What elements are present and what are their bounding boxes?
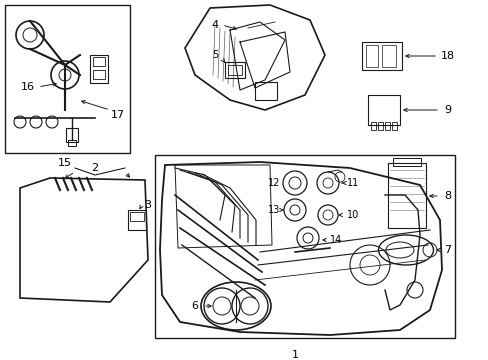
Text: 3: 3 — [144, 200, 151, 210]
Bar — [90, 55, 108, 83]
Text: 1: 1 — [291, 350, 298, 360]
Bar — [367, 95, 399, 125]
Text: 10: 10 — [346, 210, 359, 220]
Text: 18: 18 — [440, 51, 454, 61]
Bar — [391, 122, 396, 130]
Text: 12: 12 — [267, 178, 280, 188]
Bar — [381, 45, 395, 67]
Bar — [224, 62, 244, 78]
Bar — [155, 155, 454, 338]
Text: 6: 6 — [191, 301, 198, 311]
Text: 14: 14 — [329, 235, 342, 245]
Bar — [392, 158, 420, 166]
Text: 7: 7 — [444, 245, 450, 255]
Bar — [361, 42, 401, 70]
Bar — [128, 210, 146, 230]
Bar — [227, 65, 242, 75]
Bar — [93, 70, 105, 79]
Text: 11: 11 — [346, 178, 359, 188]
Bar — [66, 128, 78, 142]
Bar — [365, 45, 377, 67]
Text: 16: 16 — [21, 82, 35, 92]
Bar — [68, 140, 76, 146]
Bar — [384, 122, 389, 130]
Text: 13: 13 — [267, 205, 280, 215]
Bar — [370, 122, 375, 130]
Bar — [5, 5, 130, 153]
Text: 9: 9 — [444, 105, 450, 115]
Text: 8: 8 — [444, 191, 450, 201]
Bar — [377, 122, 382, 130]
Bar — [387, 163, 425, 228]
Text: 5: 5 — [211, 50, 218, 60]
Text: 15: 15 — [58, 158, 72, 168]
Text: 17: 17 — [111, 110, 125, 120]
Bar — [93, 57, 105, 66]
Bar — [254, 82, 276, 100]
Text: 4: 4 — [211, 20, 218, 30]
Text: 2: 2 — [91, 163, 99, 173]
Bar — [130, 212, 143, 221]
